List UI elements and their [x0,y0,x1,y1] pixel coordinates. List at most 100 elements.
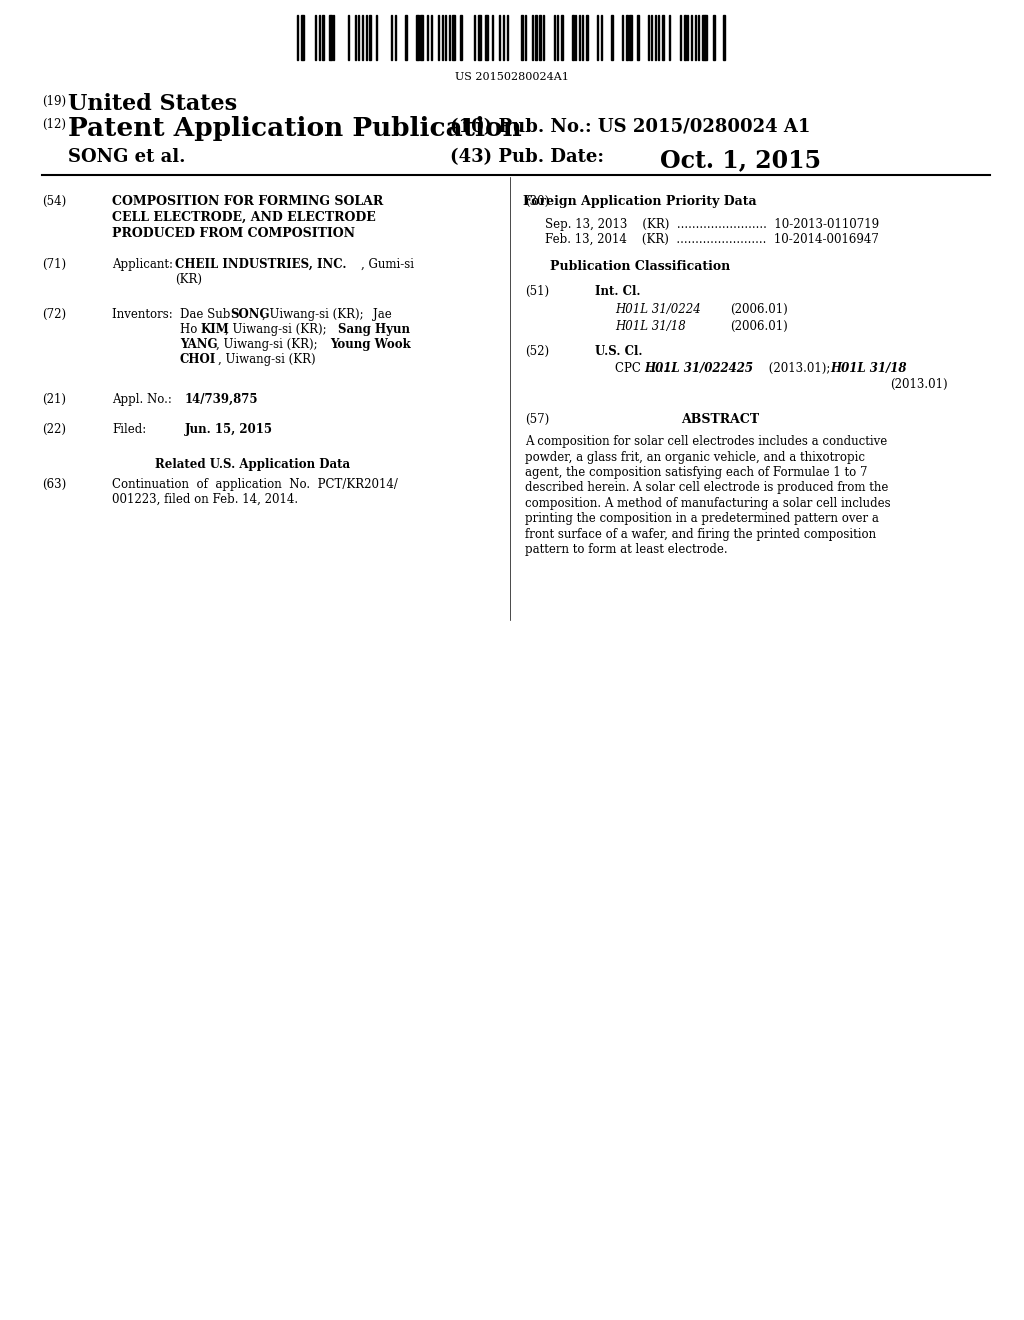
Text: U.S. Cl.: U.S. Cl. [595,345,642,358]
Bar [611,15,613,59]
Text: (51): (51) [525,285,549,298]
Text: Inventors:: Inventors: [112,308,176,321]
Text: (2013.01);: (2013.01); [765,362,835,375]
Bar [438,15,439,59]
Text: Ho: Ho [180,323,201,337]
Bar [583,15,584,59]
Text: YANG: YANG [180,338,217,351]
Text: , Gumi-si: , Gumi-si [361,257,414,271]
Text: KIM: KIM [200,323,228,337]
Bar [531,15,532,59]
Text: (2013.01): (2013.01) [890,378,947,391]
Text: Int. Cl.: Int. Cl. [595,285,640,298]
Bar [427,15,428,59]
Text: (KR): (KR) [175,273,202,286]
Bar [691,15,692,59]
Bar [647,15,648,59]
Bar [701,15,705,59]
Text: Foreign Application Priority Data: Foreign Application Priority Data [523,195,757,209]
Text: H01L 31/022425: H01L 31/022425 [644,362,753,375]
Bar [536,15,537,59]
Text: Related U.S. Application Data: Related U.S. Application Data [155,458,350,471]
Text: A composition for solar cell electrodes includes a conductive: A composition for solar cell electrodes … [525,436,887,447]
Text: Young Wook: Young Wook [330,338,411,351]
Bar [658,15,659,59]
Text: (71): (71) [42,257,67,271]
Text: H01L 31/18: H01L 31/18 [615,319,686,333]
Text: described herein. A solar cell electrode is produced from the: described herein. A solar cell electrode… [525,482,889,495]
Text: Patent Application Publication: Patent Application Publication [68,116,522,141]
Bar [626,15,628,59]
Bar [579,15,580,59]
Bar [597,15,598,59]
Text: 001223, filed on Feb. 14, 2014.: 001223, filed on Feb. 14, 2014. [112,492,298,506]
Bar [347,15,348,59]
Text: SONG et al.: SONG et al. [68,148,185,166]
Bar [354,15,355,59]
Text: (2006.01): (2006.01) [730,304,787,315]
Bar [366,15,367,59]
Bar [557,15,558,59]
Text: agent, the composition satisfying each of Formulae 1 to 7: agent, the composition satisfying each o… [525,466,867,479]
Text: (43) Pub. Date:: (43) Pub. Date: [450,148,604,166]
Bar [575,15,577,59]
Bar [377,15,378,59]
Text: (30): (30) [525,195,549,209]
Text: Applicant:: Applicant: [112,257,177,271]
Bar [623,15,624,59]
Text: printing the composition in a predetermined pattern over a: printing the composition in a predetermi… [525,512,879,525]
Bar [561,15,563,59]
Text: (63): (63) [42,478,67,491]
Bar [600,15,601,59]
Text: CPC ........: CPC ........ [615,362,683,375]
Text: (52): (52) [525,345,549,358]
Text: Publication Classification: Publication Classification [550,260,730,273]
Bar [539,15,541,59]
Text: , Uiwang-si (KR);: , Uiwang-si (KR); [262,308,368,321]
Text: powder, a glass frit, an organic vehicle, and a thixotropic: powder, a glass frit, an organic vehicle… [525,450,865,463]
Text: (72): (72) [42,308,67,321]
Bar [301,15,304,59]
Bar [493,15,494,59]
Bar [554,15,555,59]
Bar [315,15,316,59]
Text: , Uiwang-si (KR);: , Uiwang-si (KR); [216,338,322,351]
Bar [713,15,715,59]
Bar [474,15,475,59]
Text: PRODUCED FROM COMPOSITION: PRODUCED FROM COMPOSITION [112,227,355,240]
Text: (54): (54) [42,195,67,209]
Bar [453,15,456,59]
Bar [524,15,525,59]
Text: (19): (19) [42,95,67,108]
Bar [318,15,319,59]
Text: (57): (57) [525,413,549,426]
Bar [684,15,686,59]
Text: 14/739,875: 14/739,875 [185,393,258,407]
Bar [630,15,632,59]
Text: H01L 31/18: H01L 31/18 [830,362,906,375]
Text: composition. A method of manufacturing a solar cell includes: composition. A method of manufacturing a… [525,498,891,510]
Bar [333,15,334,59]
Bar [662,15,664,59]
Text: United States: United States [68,92,238,115]
Bar [571,15,573,59]
Bar [441,15,442,59]
Text: SONG: SONG [230,308,269,321]
Bar [477,15,480,59]
Bar [651,15,652,59]
Text: CELL ELECTRODE, AND ELECTRODE: CELL ELECTRODE, AND ELECTRODE [112,211,376,224]
Bar [420,15,423,59]
Bar [698,15,699,59]
Bar [391,15,392,59]
Bar [503,15,504,59]
Text: US 20150280024A1: US 20150280024A1 [455,73,569,82]
Text: Sep. 13, 2013    (KR)  ........................  10-2013-0110719: Sep. 13, 2013 (KR) .....................… [545,218,880,231]
Text: CHOI: CHOI [180,352,216,366]
Text: front surface of a wafer, and firing the printed composition: front surface of a wafer, and firing the… [525,528,877,541]
Text: ABSTRACT: ABSTRACT [681,413,759,426]
Bar [449,15,450,59]
Text: (10) Pub. No.: US 2015/0280024 A1: (10) Pub. No.: US 2015/0280024 A1 [450,117,810,136]
Bar [670,15,671,59]
Text: Appl. No.:: Appl. No.: [112,393,176,407]
Text: CHEIL INDUSTRIES, INC.: CHEIL INDUSTRIES, INC. [175,257,346,271]
